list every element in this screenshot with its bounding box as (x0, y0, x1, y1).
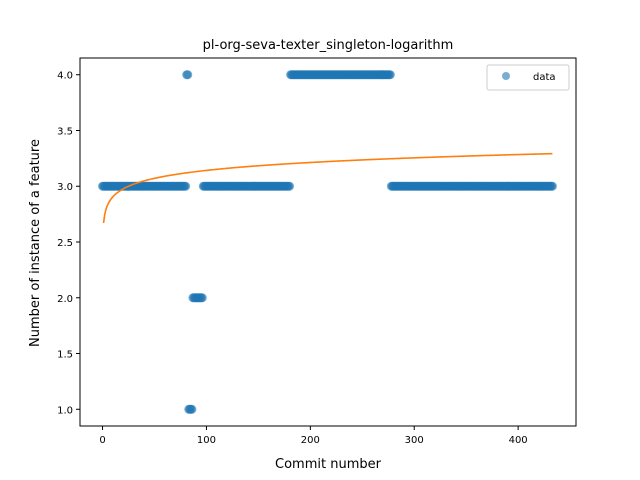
y-tick-label: 3.5 (57, 126, 73, 137)
y-tick-label: 4.0 (57, 71, 73, 82)
y-tick-label: 2.0 (57, 294, 73, 305)
fit-line (102, 152, 553, 224)
legend: data (486, 64, 570, 91)
data-point (181, 181, 191, 191)
scatter-series-data (98, 70, 557, 414)
x-tick-label: 100 (197, 435, 216, 446)
x-tick-label: 0 (99, 435, 105, 446)
x-tick-label: 300 (405, 435, 424, 446)
data-point (547, 181, 557, 191)
data-point (197, 293, 207, 303)
y-tick-label: 1.0 (57, 405, 73, 416)
chart-title: pl-org-seva-texter_singleton-logarithm (203, 38, 454, 53)
y-tick-label: 2.5 (57, 238, 73, 249)
data-point (385, 70, 395, 80)
x-tick-label: 400 (509, 435, 528, 446)
x-tick-label: 200 (301, 435, 320, 446)
x-axis-label: Commit number (275, 457, 382, 472)
data-point (187, 404, 197, 414)
legend-box (486, 64, 570, 91)
plot-area: 0 100 200 300 400 1.0 1.5 2.0 2.5 3.0 3.5 4.0 (57, 57, 577, 446)
legend-label-data: data (533, 72, 556, 83)
y-tick-label: 1.5 (57, 350, 73, 361)
data-point (183, 70, 193, 80)
data-point (285, 181, 295, 191)
legend-marker (502, 72, 510, 80)
y-tick-label: 3.0 (57, 182, 73, 193)
y-axis-label: Number of instance of a feature (28, 139, 43, 347)
